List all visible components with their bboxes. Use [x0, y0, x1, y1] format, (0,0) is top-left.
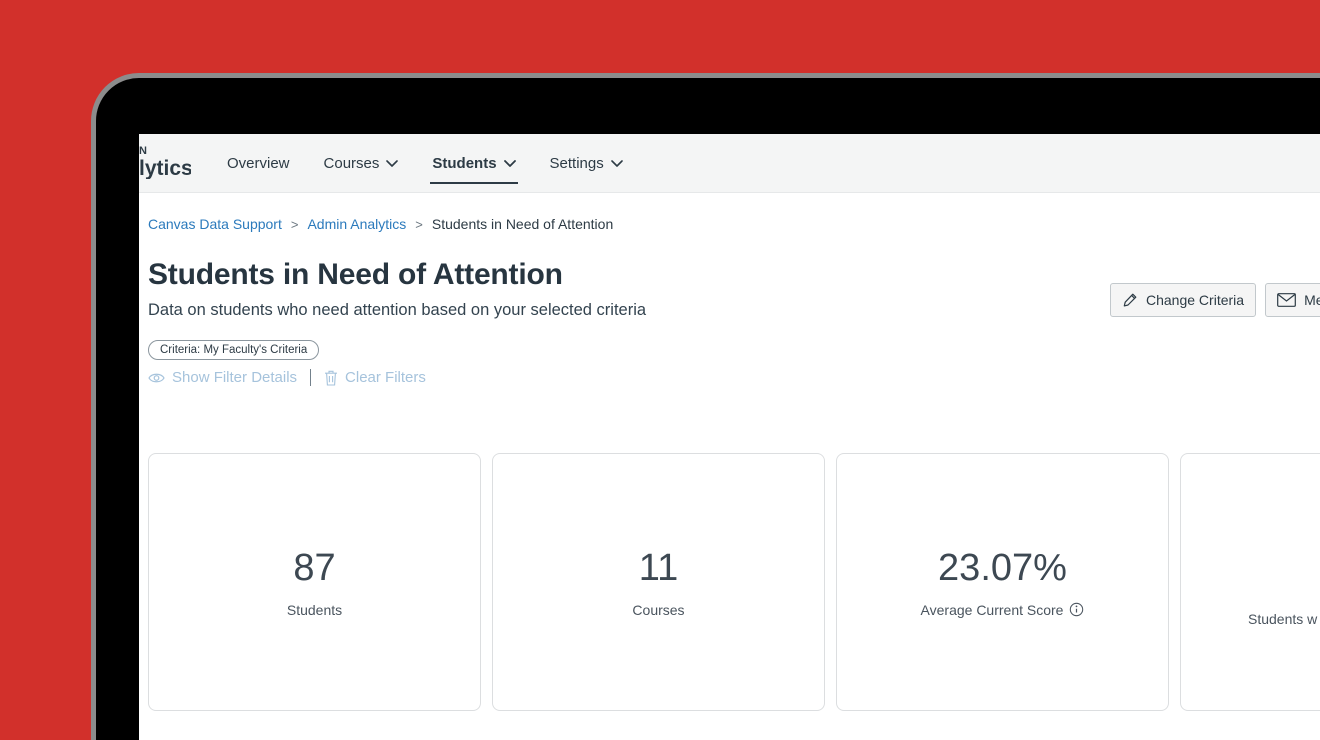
- change-criteria-button[interactable]: Change Criteria: [1110, 283, 1257, 317]
- info-icon[interactable]: [1069, 602, 1084, 617]
- stat-card-average-current-score: 23.07% Average Current Score: [836, 453, 1169, 711]
- stat-label: Average Current Score: [921, 602, 1085, 618]
- criteria-tag-label: Criteria: My Faculty's Criteria: [160, 344, 308, 356]
- envelope-icon: [1277, 293, 1296, 307]
- stat-card-students-with: Students w: [1180, 453, 1320, 711]
- app-logo: N lytics: [139, 146, 191, 179]
- tab-courses[interactable]: Courses: [324, 155, 399, 172]
- clear-filters-link[interactable]: Clear Filters: [324, 369, 426, 386]
- main-nav: Overview Courses Students Settings: [227, 154, 623, 184]
- stat-cards-row: 87 Students 11 Courses 23.07% Average Cu…: [148, 453, 1320, 711]
- message-button-label: Me: [1304, 292, 1320, 308]
- tab-overview[interactable]: Overview: [227, 155, 290, 172]
- chevron-down-icon: [386, 159, 399, 167]
- stat-card-students: 87 Students: [148, 453, 481, 711]
- stat-value: 11: [638, 546, 679, 589]
- stat-card-courses: 11 Courses: [492, 453, 825, 711]
- stat-label: Students: [286, 601, 343, 618]
- breadcrumb-link-canvas-data-support[interactable]: Canvas Data Support: [148, 216, 282, 232]
- breadcrumb-separator: >: [290, 216, 299, 232]
- show-filter-details-label: Show Filter Details: [172, 369, 298, 386]
- tab-courses-label: Courses: [323, 154, 380, 172]
- pencil-icon: [1123, 293, 1137, 307]
- tab-settings-label: Settings: [549, 154, 604, 172]
- show-filter-details-link[interactable]: Show Filter Details: [148, 369, 297, 386]
- app-logo-line1: N: [139, 146, 148, 157]
- tab-overview-label: Overview: [227, 154, 290, 172]
- stat-label: Students w: [1248, 611, 1318, 627]
- top-navbar: N lytics Overview Courses Students Setti…: [139, 134, 1320, 193]
- criteria-tag: Criteria: My Faculty's Criteria: [148, 340, 320, 360]
- breadcrumb-link-admin-analytics[interactable]: Admin Analytics: [307, 216, 407, 232]
- tab-students-label: Students: [432, 154, 497, 172]
- breadcrumb-separator: >: [415, 216, 423, 232]
- clear-filters-label: Clear Filters: [345, 369, 426, 386]
- chevron-down-icon: [503, 159, 516, 167]
- chevron-down-icon: [610, 159, 623, 167]
- stat-label: Courses: [632, 601, 685, 618]
- message-button[interactable]: Me: [1265, 283, 1320, 317]
- eye-icon: [148, 373, 165, 382]
- filter-divider: [310, 369, 312, 386]
- tab-students[interactable]: Students: [430, 154, 518, 184]
- app-window: N lytics Overview Courses Students Setti…: [139, 134, 1320, 740]
- page-content: Canvas Data Support > Admin Analytics > …: [139, 216, 1320, 711]
- stat-value: 87: [293, 546, 336, 589]
- page-title: Students in Need of Attention: [148, 258, 563, 291]
- change-criteria-label: Change Criteria: [1146, 292, 1245, 308]
- stat-value: 23.07%: [938, 546, 1067, 589]
- app-logo-line2: lytics: [139, 157, 191, 179]
- breadcrumb-current: Students in Need of Attention: [431, 216, 614, 232]
- page-subtitle: Data on students who need attention base…: [148, 301, 647, 319]
- header-actions: Change Criteria Me: [1110, 283, 1320, 317]
- filter-row: Show Filter Details Clear Filters: [148, 369, 1320, 386]
- breadcrumb: Canvas Data Support > Admin Analytics > …: [148, 216, 1320, 232]
- trash-icon: [325, 370, 338, 386]
- tab-settings[interactable]: Settings: [550, 155, 623, 172]
